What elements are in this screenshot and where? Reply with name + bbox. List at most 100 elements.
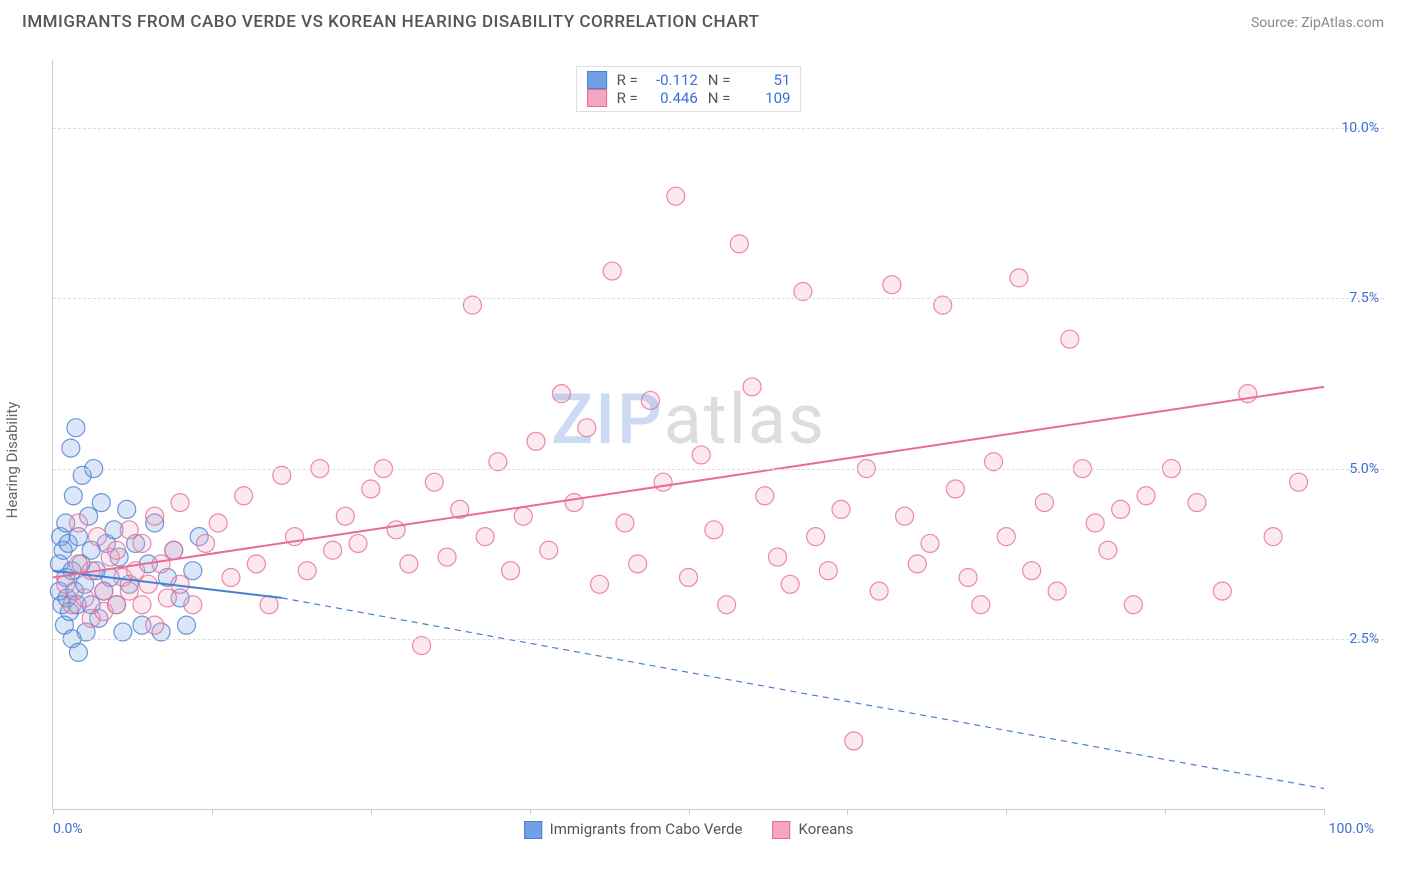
scatter-point: [1023, 562, 1041, 580]
scatter-point: [591, 575, 609, 593]
scatter-point: [184, 562, 202, 580]
scatter-point: [603, 262, 621, 280]
scatter-point: [1124, 596, 1142, 614]
scatter-point: [438, 548, 456, 566]
scatter-point: [1099, 541, 1117, 559]
x-tick: [530, 809, 531, 815]
scatter-point: [387, 521, 405, 539]
chart-title: IMMIGRANTS FROM CABO VERDE VS KOREAN HEA…: [22, 12, 759, 32]
scatter-point: [705, 521, 723, 539]
gridline: [53, 639, 1384, 640]
scatter-point: [756, 487, 774, 505]
scatter-point: [514, 507, 532, 525]
scatter-point: [959, 568, 977, 586]
scatter-point: [972, 596, 990, 614]
scatter-point: [57, 575, 75, 593]
scatter-svg: [53, 60, 1324, 809]
scatter-point: [616, 514, 634, 532]
source-link[interactable]: ZipAtlas.com: [1301, 15, 1384, 31]
scatter-point: [1048, 582, 1066, 600]
scatter-point: [565, 494, 583, 512]
y-axis-label: Hearing Disability: [3, 402, 21, 519]
x-tick: [689, 809, 690, 815]
scatter-point: [120, 582, 138, 600]
scatter-point: [146, 616, 164, 634]
scatter-point: [108, 596, 126, 614]
scatter-point: [146, 507, 164, 525]
scatter-point: [118, 500, 136, 518]
correlation-legend: R = -0.112 N = 51 R = 0.446 N = 109: [576, 66, 802, 112]
r-value-1: -0.112: [648, 71, 698, 89]
scatter-point: [69, 514, 87, 532]
x-tick: [53, 809, 54, 815]
scatter-point: [197, 534, 215, 552]
y-tick-label: 2.5%: [1349, 631, 1379, 647]
scatter-point: [1035, 494, 1053, 512]
scatter-point: [883, 276, 901, 294]
scatter-point: [64, 487, 82, 505]
scatter-point: [1112, 500, 1130, 518]
regression-line-dashed: [282, 598, 1324, 789]
scatter-point: [997, 528, 1015, 546]
regression-line: [53, 387, 1324, 578]
y-tick-label: 7.5%: [1349, 290, 1379, 306]
scatter-point: [108, 541, 126, 559]
n-value-2: 109: [740, 89, 790, 107]
scatter-point: [1010, 269, 1028, 287]
scatter-point: [819, 562, 837, 580]
scatter-point: [667, 187, 685, 205]
scatter-point: [578, 419, 596, 437]
scatter-point: [92, 494, 110, 512]
scatter-point: [781, 575, 799, 593]
scatter-point: [502, 562, 520, 580]
legend-row-series-2: R = 0.446 N = 109: [587, 89, 791, 107]
scatter-point: [527, 432, 545, 450]
scatter-point: [680, 568, 698, 586]
scatter-point: [177, 616, 195, 634]
legend-swatch-bottom-2: [772, 821, 790, 839]
y-tick-label: 10.0%: [1341, 120, 1379, 136]
scatter-point: [768, 548, 786, 566]
source-label: Source: ZipAtlas.com: [1251, 15, 1384, 31]
scatter-point: [870, 582, 888, 600]
scatter-point: [184, 596, 202, 614]
y-tick-label: 5.0%: [1349, 461, 1379, 477]
scatter-point: [654, 473, 672, 491]
scatter-point: [247, 555, 265, 573]
scatter-point: [76, 589, 94, 607]
scatter-point: [641, 391, 659, 409]
scatter-point: [743, 378, 761, 396]
series-legend: Immigrants from Cabo Verde Koreans: [524, 820, 854, 839]
scatter-point: [1086, 514, 1104, 532]
scatter-point: [629, 555, 647, 573]
scatter-point: [946, 480, 964, 498]
legend-item-1: Immigrants from Cabo Verde: [524, 820, 743, 839]
plot-area: R = -0.112 N = 51 R = 0.446 N = 109 ZIPa…: [52, 60, 1324, 810]
legend-item-2: Koreans: [772, 820, 853, 839]
scatter-point: [165, 541, 183, 559]
x-tick: [1324, 809, 1325, 815]
scatter-point: [324, 541, 342, 559]
scatter-point: [807, 528, 825, 546]
scatter-point: [1290, 473, 1308, 491]
chart-container: Hearing Disability R = -0.112 N = 51 R =…: [22, 50, 1384, 870]
x-tick: [1165, 809, 1166, 815]
scatter-point: [62, 439, 80, 457]
scatter-point: [222, 568, 240, 586]
gridline: [53, 469, 1384, 470]
scatter-point: [69, 643, 87, 661]
scatter-point: [896, 507, 914, 525]
scatter-point: [718, 596, 736, 614]
scatter-point: [362, 480, 380, 498]
scatter-point: [832, 500, 850, 518]
x-tick: [212, 809, 213, 815]
scatter-point: [921, 534, 939, 552]
n-value-1: 51: [740, 71, 790, 89]
x-tick: [1006, 809, 1007, 815]
legend-swatch-bottom-1: [524, 821, 542, 839]
scatter-point: [425, 473, 443, 491]
scatter-point: [845, 732, 863, 750]
scatter-point: [133, 596, 151, 614]
x-axis-min-label: 0.0%: [53, 821, 83, 837]
scatter-point: [908, 555, 926, 573]
